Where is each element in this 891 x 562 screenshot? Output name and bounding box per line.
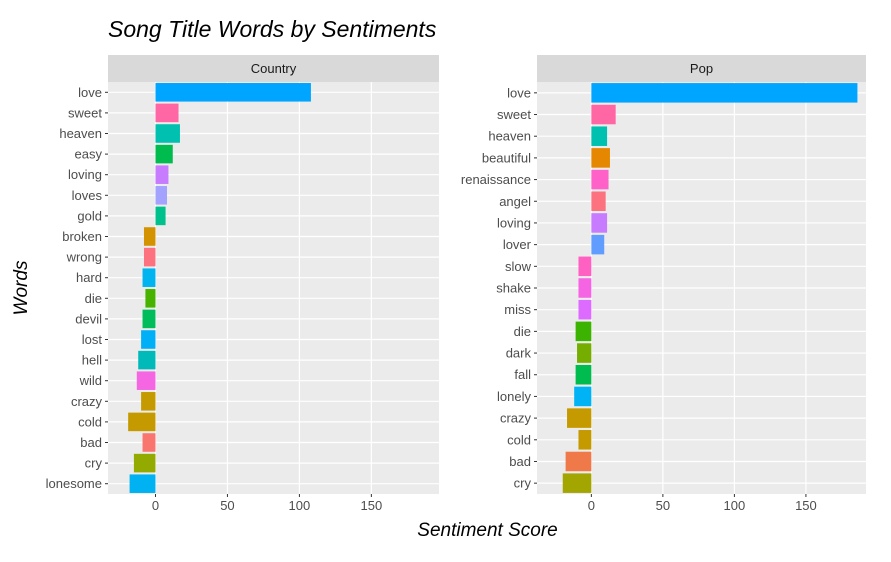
bar-pop-angel <box>591 192 605 212</box>
y-tick-label: love <box>78 85 102 100</box>
bar-pop-sweet <box>591 105 615 125</box>
x-tick-label: 100 <box>289 498 311 513</box>
bar-pop-loving <box>591 213 607 233</box>
y-tick-label: dark <box>506 346 532 361</box>
panel-background-country <box>108 82 439 494</box>
x-tick-label: 100 <box>724 498 746 513</box>
bar-country-loves <box>155 186 167 205</box>
bar-country-gold <box>155 207 165 226</box>
bar-pop-slow <box>578 257 591 277</box>
bar-country-cold <box>128 413 155 432</box>
bar-pop-beautiful <box>591 148 610 168</box>
bar-pop-fall <box>576 365 592 385</box>
y-tick-label: angel <box>499 194 531 209</box>
y-tick-label: heaven <box>59 126 102 141</box>
x-tick-label: 0 <box>588 498 595 513</box>
y-tick-label: wrong <box>66 250 102 265</box>
y-tick-label: sweet <box>68 105 102 120</box>
bar-pop-die <box>576 322 592 342</box>
bar-pop-miss <box>578 300 591 320</box>
bar-country-broken <box>144 227 156 246</box>
bar-pop-lover <box>591 235 604 255</box>
y-tick-label: heaven <box>488 129 531 144</box>
bar-country-hell <box>138 351 155 370</box>
x-tick-label: 0 <box>152 498 159 513</box>
bar-pop-dark <box>577 343 591 363</box>
y-tick-label: lonely <box>497 389 531 404</box>
y-tick-label: cry <box>85 456 103 471</box>
bar-pop-heaven <box>591 126 607 146</box>
y-tick-label: die <box>514 324 531 339</box>
bar-country-devil <box>143 310 156 329</box>
bar-country-loving <box>155 165 168 184</box>
x-tick-label: 150 <box>361 498 383 513</box>
bar-country-cry <box>134 454 156 473</box>
bar-country-wrong <box>144 248 156 267</box>
y-tick-label: cold <box>78 414 102 429</box>
y-tick-label: cry <box>514 476 532 491</box>
y-tick-label: hard <box>76 270 102 285</box>
x-tick-label: 50 <box>220 498 234 513</box>
y-tick-label: crazy <box>71 394 103 409</box>
y-tick-label: lover <box>503 237 532 252</box>
bar-country-heaven <box>155 124 179 143</box>
bar-pop-crazy <box>567 408 591 428</box>
bar-country-lonesome <box>130 474 156 493</box>
y-tick-label: renaissance <box>461 172 531 187</box>
bar-country-hard <box>143 268 156 287</box>
y-tick-label: loving <box>497 215 531 230</box>
y-tick-label: wild <box>79 373 102 388</box>
bar-pop-cry <box>563 473 592 493</box>
y-tick-label: love <box>507 85 531 100</box>
bar-country-sweet <box>155 104 178 123</box>
y-tick-label: slow <box>505 259 532 274</box>
bar-country-wild <box>137 371 156 390</box>
y-tick-label: miss <box>504 302 531 317</box>
bar-country-crazy <box>141 392 155 411</box>
y-tick-label: easy <box>75 147 103 162</box>
bar-pop-renaissance <box>591 170 608 190</box>
x-tick-label: 50 <box>656 498 670 513</box>
y-tick-label: loves <box>72 188 103 203</box>
y-tick-label: shake <box>496 281 531 296</box>
facet-label-country: Country <box>251 61 297 76</box>
bar-pop-love <box>591 83 857 103</box>
y-tick-label: cold <box>507 432 531 447</box>
bar-country-bad <box>143 433 156 452</box>
y-tick-label: bad <box>509 454 531 469</box>
y-tick-label: beautiful <box>482 150 531 165</box>
y-tick-label: fall <box>514 367 531 382</box>
bar-country-easy <box>155 145 172 164</box>
bar-pop-bad <box>566 452 592 472</box>
x-tick-label: 150 <box>795 498 817 513</box>
y-tick-label: gold <box>77 208 102 223</box>
bar-pop-shake <box>578 278 591 298</box>
bar-country-lost <box>141 330 155 349</box>
y-tick-label: crazy <box>500 411 532 426</box>
y-tick-label: broken <box>62 229 102 244</box>
y-tick-label: die <box>85 291 102 306</box>
y-tick-label: bad <box>80 435 102 450</box>
facet-label-pop: Pop <box>690 61 713 76</box>
y-tick-label: devil <box>75 311 102 326</box>
bar-pop-lonely <box>574 387 591 407</box>
y-tick-label: lost <box>82 332 103 347</box>
y-tick-label: sweet <box>497 107 531 122</box>
bar-country-love <box>155 83 310 102</box>
bar-country-die <box>145 289 155 308</box>
y-tick-label: hell <box>82 353 102 368</box>
bar-pop-cold <box>578 430 591 450</box>
y-tick-label: lonesome <box>46 476 102 491</box>
y-tick-label: loving <box>68 167 102 182</box>
